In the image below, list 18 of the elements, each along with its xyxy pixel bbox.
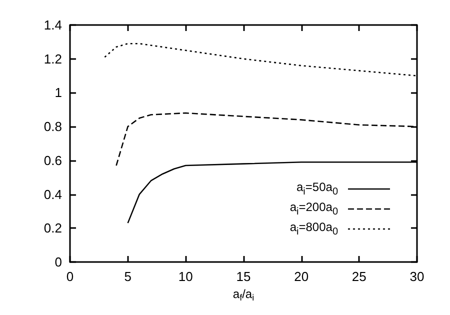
- legend-label: a$_{i}$=200a$_{0}$: [290, 200, 338, 218]
- legend-label: a$_{i}$=50a$_{0}$: [296, 180, 338, 198]
- y-tick-label: 1: [54, 85, 62, 100]
- x-tick-label: 5: [124, 269, 132, 284]
- y-tick-label: 0.6: [44, 152, 62, 168]
- y-tick-label: 0.2: [44, 220, 62, 236]
- y-tick-label: 0: [54, 254, 62, 270]
- x-tick-label: 25: [352, 269, 366, 284]
- y-tick-label: 0.4: [44, 186, 62, 202]
- x-tick-label: 20: [294, 269, 309, 284]
- x-tick-label: 30: [410, 269, 424, 284]
- legend-label: a$_{i}$=800a$_{0}$: [290, 220, 338, 238]
- y-tick-label: 0.8: [44, 119, 62, 134]
- x-tick-label: 0: [66, 269, 74, 284]
- y-tick-label: 1.4: [44, 18, 62, 32]
- x-tick-label: 10: [178, 269, 193, 284]
- x-tick-label: 15: [236, 269, 251, 284]
- y-tick-label: 1.2: [44, 51, 62, 66]
